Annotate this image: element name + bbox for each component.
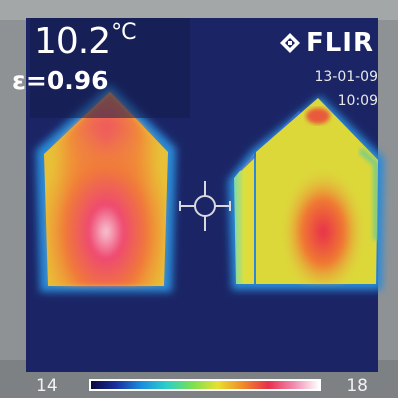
temperature-unit: °C (111, 20, 136, 45)
flir-logo-text: FLIR (305, 28, 374, 58)
scale-min-label: 14 (36, 376, 58, 396)
capture-time: 10:09 (337, 93, 378, 109)
capture-date: 13-01-09 (314, 69, 378, 85)
temperature-readout: 10.2°C (34, 20, 137, 62)
temperature-value: 10.2 (34, 21, 111, 62)
flir-logo-icon (279, 33, 300, 53)
emissivity-readout: ε=0.96 (12, 66, 109, 95)
crosshair-icon (179, 181, 231, 231)
flir-logo: FLIR (278, 30, 374, 56)
scale-max-label: 18 (346, 376, 368, 396)
color-scale-bar (89, 379, 321, 391)
right-house-side (234, 154, 254, 284)
readout-backdrop (30, 18, 190, 118)
